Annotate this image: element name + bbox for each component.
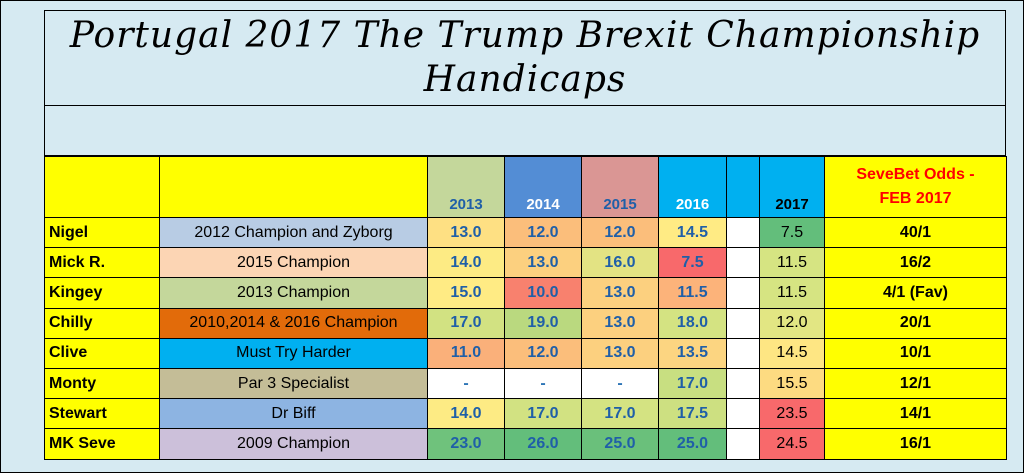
header-2017: 2017 <box>759 156 825 218</box>
table-row: Kingey 2013 Champion 15.0 10.0 13.0 11.5 11.5 4… <box>44 277 1007 309</box>
player-description: 2015 Champion <box>159 247 428 279</box>
header-gap <box>726 156 760 218</box>
title-line-1: Portugal 2017 The Trump Brexit Champions… <box>69 15 981 56</box>
header-odds: SeveBet Odds - FEB 2017 <box>824 156 1007 218</box>
handicap-cell: 10.0 <box>504 277 582 309</box>
handicap-cell: 17.0 <box>581 398 659 430</box>
odds-cell: 20/1 <box>824 307 1007 339</box>
header-row: 2013 2014 2015 2016 2017 SeveBet Odds - … <box>44 156 1007 218</box>
odds-cell: 16/1 <box>824 428 1007 460</box>
table-row: MK Seve 2009 Champion 23.0 26.0 25.0 25.0 24.5… <box>44 428 1007 460</box>
handicap-cell: 17.0 <box>658 367 727 400</box>
handicap-2017-cell: 7.5 <box>759 216 825 249</box>
handicap-cell: - <box>581 367 659 400</box>
handicap-cell: - <box>504 367 582 400</box>
player-description: 2012 Champion and Zyborg <box>159 216 428 249</box>
handicap-cell: 11.5 <box>658 277 727 309</box>
handicap-cell: 12.0 <box>504 216 582 249</box>
handicap-table: 2013 2014 2015 2016 2017 SeveBet Odds - … <box>44 156 1007 460</box>
gap-cell <box>726 428 760 460</box>
player-name: Nigel <box>44 216 160 249</box>
handicap-cell: 13.5 <box>658 337 727 369</box>
table-row: Clive Must Try Harder 11.0 12.0 13.0 13.5 14.5… <box>44 337 1007 369</box>
handicap-cell: 12.0 <box>504 337 582 369</box>
player-description: 2013 Champion <box>159 277 428 309</box>
handicap-cell: 14.0 <box>427 247 505 279</box>
handicap-cell: 13.0 <box>581 337 659 369</box>
gap-cell <box>726 367 760 400</box>
player-name: Stewart <box>44 398 160 430</box>
odds-date: FEB 2017 <box>879 190 952 207</box>
player-name: Monty <box>44 367 160 400</box>
handicap-cell: 12.0 <box>581 216 659 249</box>
player-name: Clive <box>44 337 160 369</box>
handicap-cell: 17.5 <box>658 398 727 430</box>
handicap-cell: 23.0 <box>427 428 505 460</box>
player-name: Kingey <box>44 277 160 309</box>
header-2014: 2014 <box>504 156 582 218</box>
handicap-cell: 13.0 <box>504 247 582 279</box>
odds-cell: 40/1 <box>824 216 1007 249</box>
handicap-2017-cell: 14.5 <box>759 337 825 369</box>
handicap-cell: 14.0 <box>427 398 505 430</box>
handicap-cell: 25.0 <box>581 428 659 460</box>
odds-cell: 4/1 (Fav) <box>824 277 1007 309</box>
player-description: 2010,2014 & 2016 Champion <box>159 307 428 339</box>
handicap-cell: 16.0 <box>581 247 659 279</box>
handicap-2017-cell: 23.5 <box>759 398 825 430</box>
player-description: Par 3 Specialist <box>159 367 428 400</box>
header-name-cell <box>44 156 160 218</box>
gap-cell <box>726 337 760 369</box>
gap-cell <box>726 277 760 309</box>
handicap-cell: 17.0 <box>427 307 505 339</box>
handicap-cell: 19.0 <box>504 307 582 339</box>
handicap-2017-cell: 12.0 <box>759 307 825 339</box>
player-description: 2009 Champion <box>159 428 428 460</box>
handicap-cell: 7.5 <box>658 247 727 279</box>
header-2016: 2016 <box>658 156 727 218</box>
handicap-cell: 13.0 <box>581 277 659 309</box>
odds-cell: 14/1 <box>824 398 1007 430</box>
player-name: Mick R. <box>44 247 160 279</box>
odds-title: SeveBet Odds - <box>856 166 975 183</box>
table-row: Stewart Dr Biff 14.0 17.0 17.0 17.5 23.5 14/1 <box>44 398 1007 430</box>
table-row: Chilly 2010,2014 & 2016 Champion 17.0 19.0 1… <box>44 307 1007 339</box>
player-name: Chilly <box>44 307 160 339</box>
header-desc-cell <box>159 156 428 218</box>
handicap-cell: 11.0 <box>427 337 505 369</box>
odds-cell: 12/1 <box>824 367 1007 400</box>
handicap-cell: 13.0 <box>427 216 505 249</box>
blank-row <box>44 106 1006 156</box>
odds-cell: 16/2 <box>824 247 1007 279</box>
handicap-cell: 13.0 <box>581 307 659 339</box>
handicap-cell: - <box>427 367 505 400</box>
player-name: MK Seve <box>44 428 160 460</box>
gap-cell <box>726 216 760 249</box>
handicap-cell: 17.0 <box>504 398 582 430</box>
title-box: Portugal 2017 The Trump Brexit Champions… <box>44 10 1006 106</box>
title-line-2: Handicaps <box>423 59 627 100</box>
handicap-cell: 18.0 <box>658 307 727 339</box>
handicap-cell: 26.0 <box>504 428 582 460</box>
gap-cell <box>726 247 760 279</box>
handicap-cell: 14.5 <box>658 216 727 249</box>
table-row: Mick R. 2015 Champion 14.0 13.0 16.0 7.5 11.5 1… <box>44 247 1007 279</box>
header-2015: 2015 <box>581 156 659 218</box>
handicap-2017-cell: 15.5 <box>759 367 825 400</box>
header-2013: 2013 <box>427 156 505 218</box>
player-description: Dr Biff <box>159 398 428 430</box>
player-description: Must Try Harder <box>159 337 428 369</box>
handicap-2017-cell: 11.5 <box>759 247 825 279</box>
handicap-2017-cell: 24.5 <box>759 428 825 460</box>
gap-cell <box>726 398 760 430</box>
gap-cell <box>726 307 760 339</box>
handicap-cell: 25.0 <box>658 428 727 460</box>
handicap-2017-cell: 11.5 <box>759 277 825 309</box>
table-row: Monty Par 3 Specialist - - -17.0 15.5 12/1 <box>44 367 1007 400</box>
handicap-cell: 15.0 <box>427 277 505 309</box>
odds-cell: 10/1 <box>824 337 1007 369</box>
table-row: Nigel 2012 Champion and Zyborg 13.0 12.0 12.… <box>44 216 1007 249</box>
